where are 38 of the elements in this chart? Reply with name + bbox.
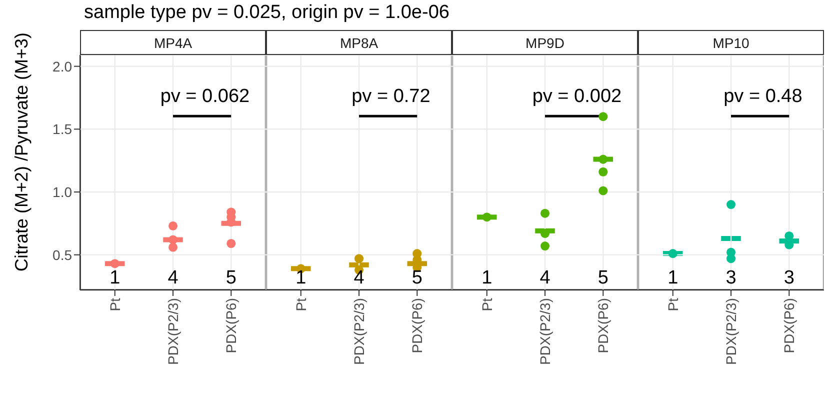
annotation: 1 xyxy=(668,268,678,288)
y-tick-label: 2.0 xyxy=(52,58,72,74)
x-tick-label: PDX(P6) xyxy=(223,298,240,354)
x-tick-label: PDX(P2/3) xyxy=(350,298,367,365)
y-tick-label: 1.0 xyxy=(52,184,72,200)
annotation: 3 xyxy=(726,268,736,288)
x-tick-label: Pt xyxy=(106,298,123,312)
x-tick-label: PDX(P6) xyxy=(595,298,612,354)
annotation: 1 xyxy=(110,268,120,288)
chart-title: MP8A xyxy=(266,30,452,55)
annotation: 5 xyxy=(412,268,422,288)
x-tick-label: PDX(P2/3) xyxy=(164,298,181,365)
annotation: 4 xyxy=(354,268,365,288)
chart-title: MP9D xyxy=(452,30,638,55)
x-tick-label: PDX(P2/3) xyxy=(722,298,739,365)
chart-title: MP10 xyxy=(638,30,824,55)
annotation: 4 xyxy=(540,268,551,288)
x-tick-label: Pt xyxy=(478,298,495,312)
x-tick-label: Pt xyxy=(664,298,681,312)
annotation: 5 xyxy=(226,268,236,288)
annotation: pv = 0.062 xyxy=(160,86,250,108)
x-tick-label: Pt xyxy=(292,298,309,312)
annotation: 5 xyxy=(598,268,608,288)
annotation: 4 xyxy=(168,268,179,288)
chart-subtitle: sample type pv = 0.025, origin pv = 1.0e-06 xyxy=(84,2,450,24)
annotation: pv = 0.72 xyxy=(352,86,430,108)
y-tick-label: 0.5 xyxy=(52,246,72,263)
y-axis-title: Citrate (M+2) /Pyruvate (M+3) xyxy=(12,32,32,272)
y-tick-label: 1.5 xyxy=(52,121,72,138)
x-tick-label: PDX(P2/3) xyxy=(536,298,553,365)
annotation: 1 xyxy=(482,268,492,288)
annotation: pv = 0.002 xyxy=(532,86,622,108)
x-tick-label: PDX(P6) xyxy=(781,298,798,354)
annotation: pv = 0.48 xyxy=(724,86,802,108)
x-tick-label: PDX(P6) xyxy=(409,298,426,354)
annotation: 1 xyxy=(296,268,306,288)
chart-title: MP4A xyxy=(80,30,266,55)
annotation: 3 xyxy=(784,268,794,288)
